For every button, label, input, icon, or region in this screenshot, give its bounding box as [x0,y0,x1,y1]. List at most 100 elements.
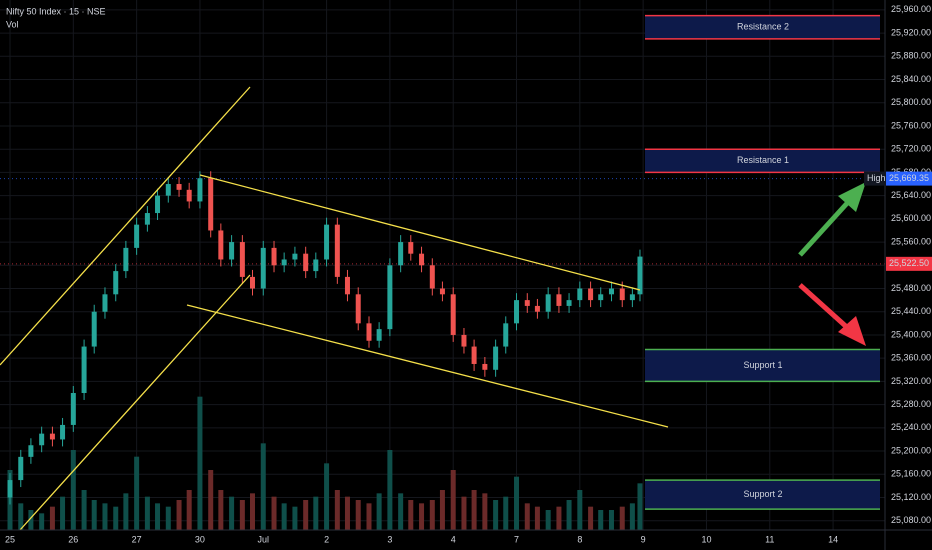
trendline [0,86,251,366]
y-tick-label: 25,320.00 [891,376,931,386]
price-label: 25,522.50 [889,258,929,268]
volume-bar [556,506,562,530]
volume-bar [637,483,643,530]
x-tick-label: Jul [258,534,270,544]
volume-bar [303,500,309,530]
volume-bar [102,503,108,530]
candle-body [503,323,509,347]
candle-body [471,346,477,364]
volume-bar [60,496,66,530]
volume-bar [503,496,509,530]
volume-bar [334,490,340,530]
volume-bar [81,490,87,530]
volume-bar [113,506,119,530]
volume-bar [566,500,572,530]
volume-bar [144,496,150,530]
candle-body [208,178,214,231]
zone-label: Support 2 [743,489,782,499]
candle-body [608,288,614,295]
candle-body [134,224,140,248]
volume-bar [313,496,319,530]
volume-bar [588,506,594,530]
candle-body [355,294,361,324]
candle-body [239,242,245,277]
up-arrow-shaft [798,198,852,257]
candle-body [165,184,171,196]
candle-body [334,224,340,277]
trendlines [0,86,669,531]
volume-bar [49,506,55,530]
x-tick-label: 30 [195,534,205,544]
volume-bar [608,510,614,530]
volume-bar [419,503,425,530]
candle-body [271,247,277,266]
y-tick-label: 25,080.00 [891,515,931,525]
candle-body [376,329,382,341]
volume-bar [408,500,414,530]
candle-body [176,184,182,190]
trendline [186,304,669,428]
volume-bar [91,500,97,530]
y-tick-label: 25,560.00 [891,236,931,246]
candle-body [249,276,255,289]
x-tick-label: 25 [5,534,15,544]
x-tick-label: 26 [68,534,78,544]
candle-body [324,224,330,260]
zone [645,149,880,173]
volume-bar [249,493,255,530]
candle-body [408,242,414,254]
y-tick-label: 25,240.00 [891,422,931,432]
candle-body [619,288,625,301]
volume-bar [376,493,382,530]
volume-bar [514,476,520,530]
candle-body [398,242,404,266]
candle-body [155,195,161,214]
x-tick-label: 10 [701,534,711,544]
candle-body [81,346,87,394]
volume-bar [366,503,372,530]
candle-body [18,456,24,481]
candle-body [292,253,298,260]
candle-body [577,288,583,301]
y-tick-label: 25,200.00 [891,445,931,455]
candle-body [28,445,34,457]
volume-bar [387,450,393,530]
candle-body [49,433,55,440]
volume-bar [450,470,456,530]
y-tick-label: 25,840.00 [891,74,931,84]
candle-body [534,305,540,312]
y-tick-label: 25,960.00 [891,4,931,14]
volume-bar [176,500,182,530]
volume-bar [260,443,266,530]
volume-bar [165,506,171,530]
x-tick-label: 11 [765,534,774,544]
candle-body [387,265,393,330]
volume-bar [229,496,235,530]
x-tick-label: 3 [387,534,392,544]
volume-bar [123,493,129,530]
candle-body [39,433,45,446]
volume-bar [218,490,224,530]
candle-body [588,288,594,301]
candle-body [598,294,604,301]
volume-bar [239,500,245,530]
volume-bar [70,450,76,530]
y-tick-label: 25,400.00 [891,329,931,339]
candle-body [91,311,97,347]
volume-bar [186,490,192,530]
y-tick-label: 25,880.00 [891,51,931,61]
zone [645,349,880,382]
volume-bar [134,456,140,530]
candle-body [450,294,456,335]
volume-bar [355,500,361,530]
volume-bar [28,510,34,530]
candle-body [218,230,224,260]
volume-bar [292,506,298,530]
candle-body [482,363,488,370]
candle-body [313,259,319,272]
y-tick-label: 25,120.00 [891,492,931,502]
down-arrow-head [838,316,866,346]
candle-body [113,271,119,295]
volume-bar [197,396,203,530]
